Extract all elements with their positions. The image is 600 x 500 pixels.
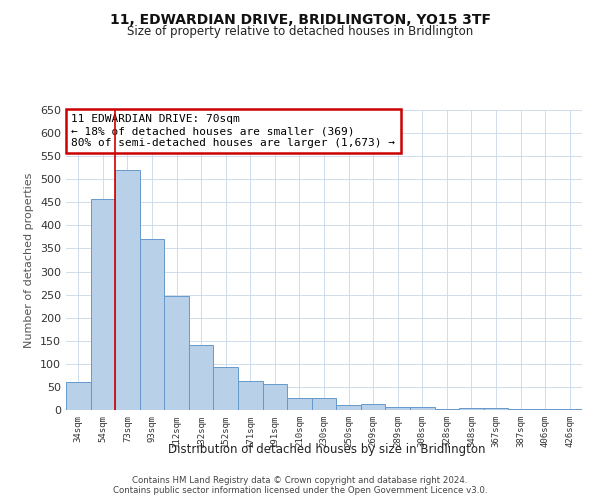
Text: 11 EDWARDIAN DRIVE: 70sqm
← 18% of detached houses are smaller (369)
80% of semi: 11 EDWARDIAN DRIVE: 70sqm ← 18% of detac… bbox=[71, 114, 395, 148]
Bar bbox=[238, 382, 263, 410]
Bar bbox=[533, 409, 557, 410]
Text: Distribution of detached houses by size in Bridlington: Distribution of detached houses by size … bbox=[168, 442, 486, 456]
Bar bbox=[336, 405, 361, 410]
Bar bbox=[385, 407, 410, 410]
Bar bbox=[459, 408, 484, 410]
Bar bbox=[312, 398, 336, 410]
Text: 11, EDWARDIAN DRIVE, BRIDLINGTON, YO15 3TF: 11, EDWARDIAN DRIVE, BRIDLINGTON, YO15 3… bbox=[110, 12, 491, 26]
Bar bbox=[410, 407, 434, 410]
Bar bbox=[508, 408, 533, 410]
Bar bbox=[434, 409, 459, 410]
Bar bbox=[263, 384, 287, 410]
Bar bbox=[214, 367, 238, 410]
Bar bbox=[484, 408, 508, 410]
Y-axis label: Number of detached properties: Number of detached properties bbox=[25, 172, 34, 348]
Bar bbox=[164, 296, 189, 410]
Bar bbox=[189, 346, 214, 410]
Bar bbox=[140, 239, 164, 410]
Bar bbox=[361, 404, 385, 410]
Text: Contains public sector information licensed under the Open Government Licence v3: Contains public sector information licen… bbox=[113, 486, 487, 495]
Bar bbox=[66, 382, 91, 410]
Bar bbox=[287, 398, 312, 410]
Bar bbox=[91, 198, 115, 410]
Bar bbox=[557, 409, 582, 410]
Text: Contains HM Land Registry data © Crown copyright and database right 2024.: Contains HM Land Registry data © Crown c… bbox=[132, 476, 468, 485]
Bar bbox=[115, 170, 140, 410]
Text: Size of property relative to detached houses in Bridlington: Size of property relative to detached ho… bbox=[127, 25, 473, 38]
